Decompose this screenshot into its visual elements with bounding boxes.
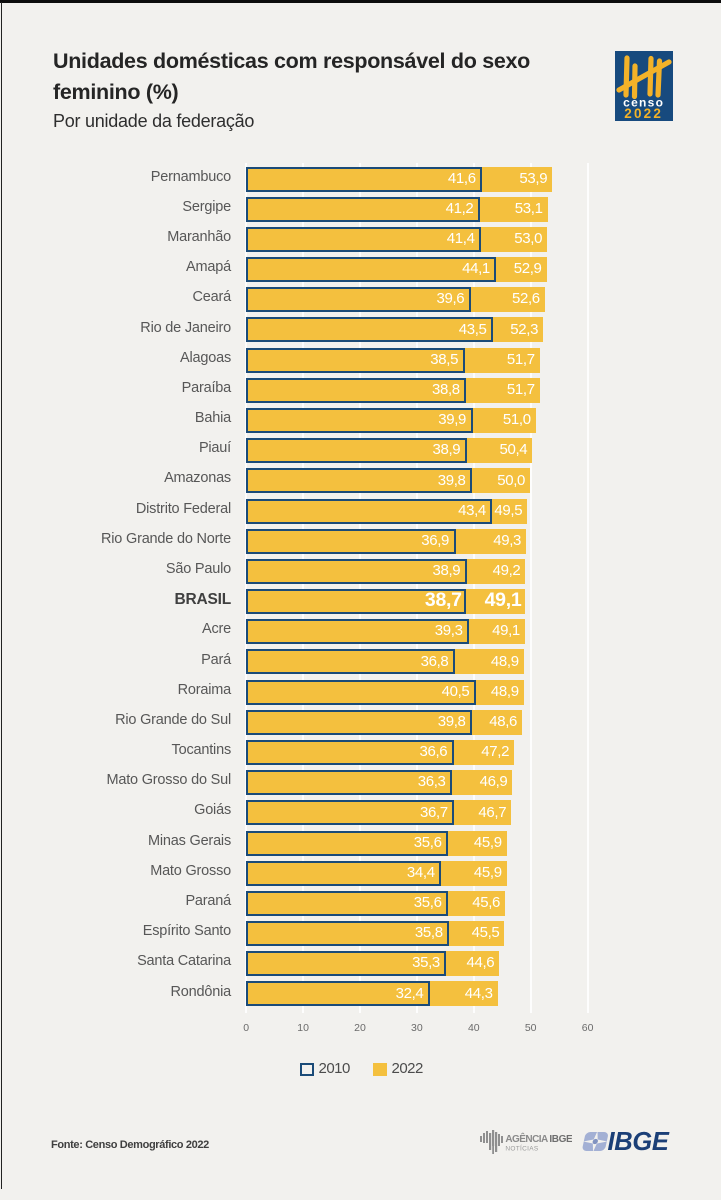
svg-text:AGÊNCIA: AGÊNCIA [505,1132,548,1145]
svg-text:censo: censo [623,96,664,110]
svg-text:IBGE: IBGE [608,1131,670,1153]
svg-text:NOTÍCIAS: NOTÍCIAS [505,1144,538,1153]
svg-text:2022: 2022 [625,106,664,121]
svg-text:IBGE: IBGE [549,1134,572,1145]
